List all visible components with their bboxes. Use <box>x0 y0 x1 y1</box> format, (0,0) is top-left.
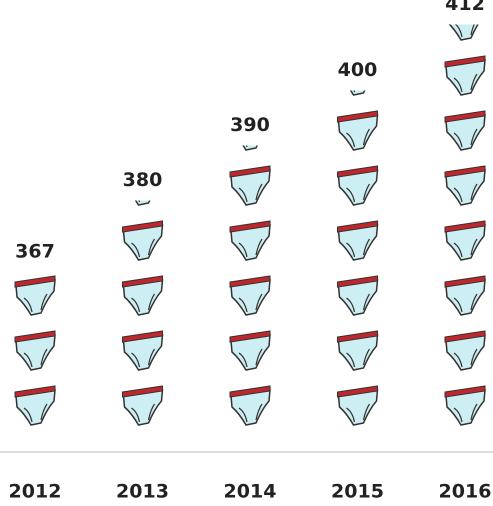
pictogram-bar <box>225 145 275 437</box>
value-label: 367 <box>15 241 55 263</box>
x-tick-label: 2014 <box>224 481 277 503</box>
value-label: 380 <box>123 169 163 191</box>
value-label: 400 <box>338 59 378 81</box>
value-label: 412 <box>445 0 485 15</box>
x-tick-label: 2016 <box>439 481 492 503</box>
pictogram-bar <box>10 272 60 437</box>
x-tick-label: 2012 <box>9 481 62 503</box>
x-tick-label: 2015 <box>331 481 384 503</box>
value-label: 390 <box>230 114 270 136</box>
pictogram-bar <box>332 90 383 437</box>
pictogram-bar <box>117 200 168 437</box>
x-tick-label: 2013 <box>116 481 169 503</box>
pictogram-bar <box>440 24 490 437</box>
